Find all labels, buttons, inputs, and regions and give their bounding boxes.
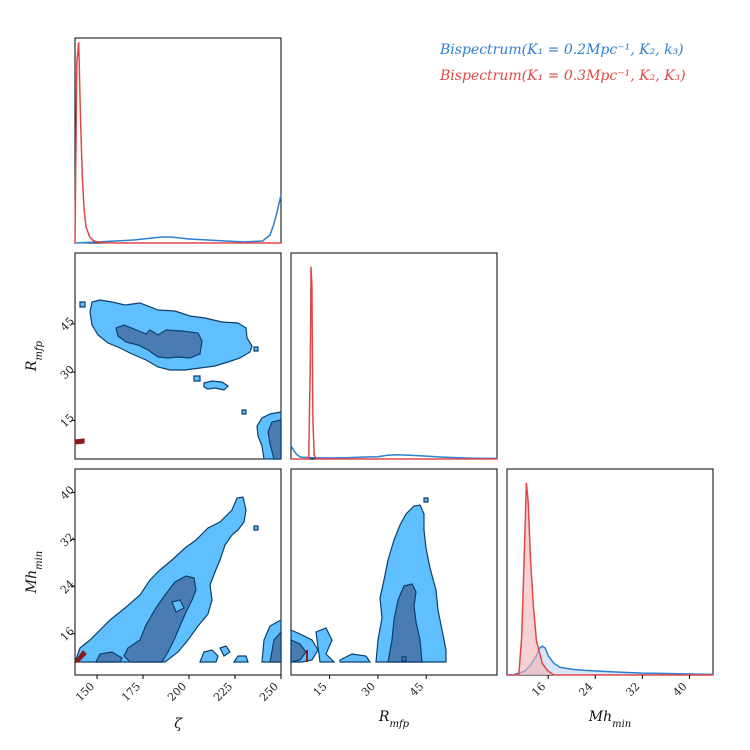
x-Rmfp-ticklabel-30: 30 (359, 680, 378, 699)
y-Mhmin-ticklabel-24: 24 (58, 578, 77, 597)
contour-hole-zeta-Mhmin (171, 599, 185, 613)
contour-low-blob-5 (253, 525, 259, 531)
red-marker-zeta-Mhmin (73, 650, 87, 663)
y-Mhmin-ticklabel-32: 32 (58, 530, 77, 549)
marginal-zeta-curves (74, 42, 282, 244)
x-Rmfp-ticklabel-15: 15 (311, 680, 330, 699)
ylabel-Mhmin: Mhmin (24, 551, 45, 594)
contours-zeta-vs-Mhmin (73, 496, 282, 663)
y-Rmfp-ticklabel-30: 30 (58, 363, 77, 382)
contour-inner-zeta-Rmfp (115, 324, 203, 359)
y-Mhmin-ticklabel-16: 16 (58, 625, 77, 644)
contour-left-blob-2 (315, 627, 336, 663)
x-zeta-ticklabel-175: 175 (119, 680, 143, 704)
xlabel-Rmfp: Rmfp (378, 709, 410, 730)
contour-edge-cluster-inner (267, 419, 282, 460)
contour-island-2 (203, 380, 229, 391)
marginal-line-Mhmin-marginal-1 (507, 482, 713, 676)
contour-low-blob-1 (95, 651, 123, 663)
contour-mid-dot (401, 656, 407, 662)
contour-edge-zeta-Mhmin-inner (269, 630, 282, 663)
x-Rmfp-ticklabel-45: 45 (407, 680, 426, 699)
xlabel-Mhmin: Mhmin (588, 709, 631, 730)
marginal-line-Rmfp-marginal-1 (291, 266, 497, 460)
contour-left-blob-1-inner (290, 639, 307, 663)
contour-low-blob-2 (199, 649, 219, 663)
marginal-Mhmin-curves (507, 482, 714, 676)
panel-zeta-vs-Rmfp (74, 252, 282, 460)
x-Mhmin-ticklabel-40: 40 (670, 680, 689, 699)
x-zeta-ticklabel-150: 150 (73, 680, 97, 704)
panel-zeta-marginal (74, 37, 282, 244)
panel-Rmfp-vs-Mhmin (290, 468, 498, 676)
contour-island-3 (241, 409, 247, 415)
marginal-Rmfp-curves (290, 266, 498, 460)
contour-island-4 (253, 346, 259, 352)
legend-entry-1: Bispectrum(K₁ = 0.3Mpc⁻¹, K₂, K₃) (439, 68, 686, 84)
panel-zeta-vs-Mhmin (74, 468, 282, 676)
red-marker-zeta-Rmfp (74, 438, 85, 445)
x-Mhmin-ticklabel-32: 32 (623, 680, 642, 699)
contours-zeta-vs-Rmfp (74, 299, 282, 460)
x-zeta-ticklabel-200: 200 (165, 680, 189, 704)
legend-entry-0: Bispectrum(K₁ = 0.2Mpc⁻¹, K₂, k₃) (439, 42, 684, 58)
marginal-fill-Mhmin-marginal-0 (507, 646, 713, 675)
contours-Rmfp-vs-Mhmin (290, 497, 447, 663)
marginal-line-zeta-marginal-1 (74, 42, 281, 244)
contour-inner-zeta-Mhmin (123, 575, 197, 663)
contour-inner-Rmfp-Mhmin (387, 583, 423, 663)
contour-low-blob-4 (232, 655, 249, 663)
contour-island-1 (193, 375, 201, 382)
x-zeta-ticklabel-225: 225 (211, 680, 235, 704)
contour-outer-zeta-Mhmin (74, 496, 247, 663)
marginal-line-zeta-marginal-0 (74, 194, 282, 244)
marginal-line-Rmfp-marginal-0 (290, 445, 498, 460)
contour-top-dot (423, 497, 429, 503)
contour-left-blob-3 (339, 653, 372, 663)
contour-island-5 (79, 301, 86, 308)
ylabel-Rmfp: Rmfp (24, 340, 45, 372)
y-Mhmin-ticklabel-40: 40 (58, 483, 77, 502)
legend: Bispectrum(K₁ = 0.2Mpc⁻¹, K₂, k₃) Bispec… (439, 42, 686, 84)
xlabel-zeta: ζ (174, 716, 183, 732)
contour-low-blob-3 (219, 645, 231, 657)
x-Mhmin-ticklabel-24: 24 (576, 680, 595, 699)
x-Mhmin-ticklabel-16: 16 (529, 680, 548, 699)
panel-Rmfp-marginal (290, 252, 498, 460)
y-Rmfp-ticklabel-45: 45 (58, 315, 77, 334)
y-Rmfp-ticklabel-15: 15 (58, 411, 77, 430)
x-zeta-ticklabel-250: 250 (257, 680, 281, 704)
